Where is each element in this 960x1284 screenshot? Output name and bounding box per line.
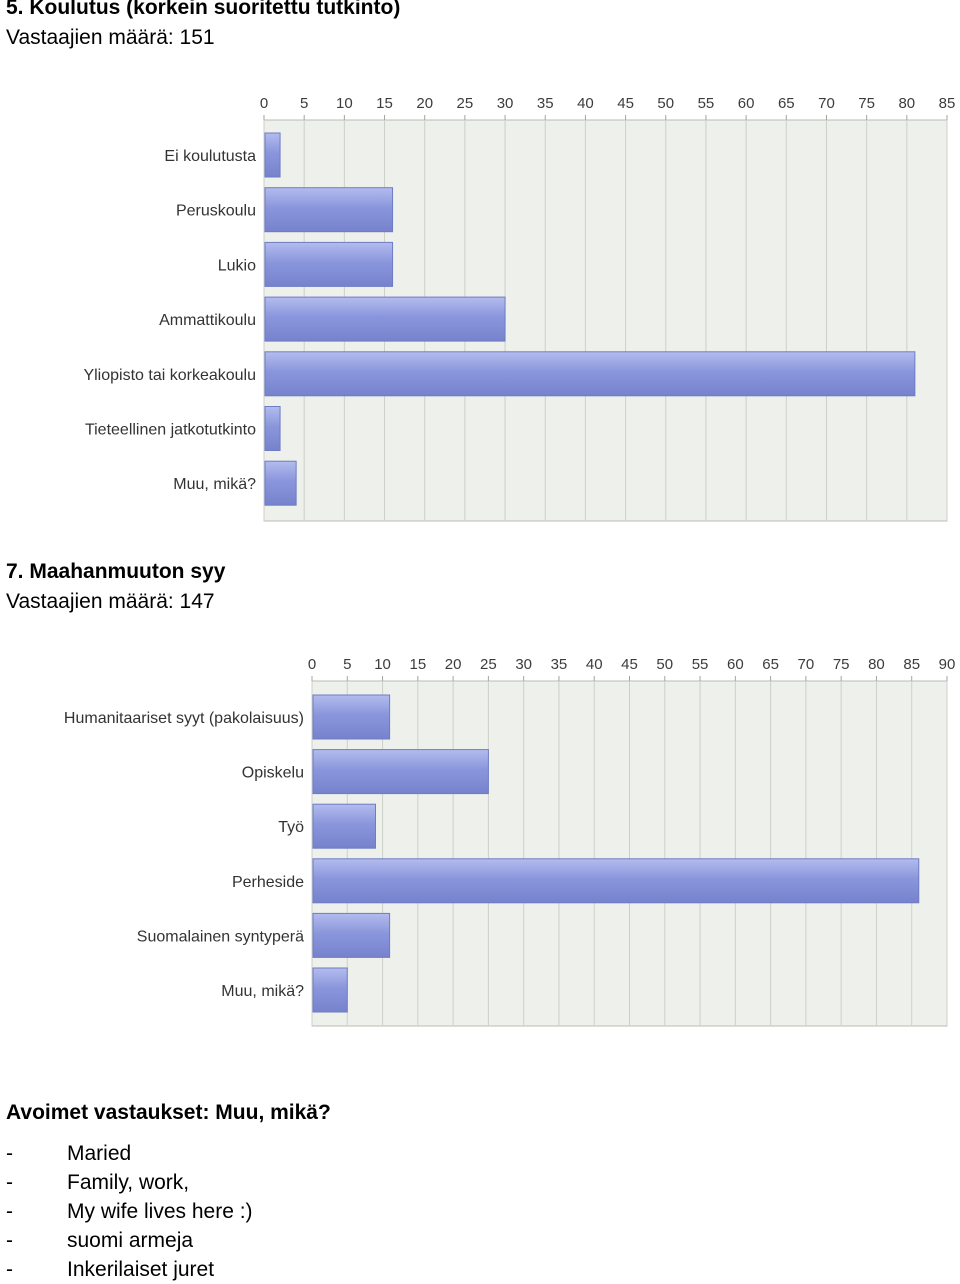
tick-label: 20 — [416, 95, 433, 112]
category-label: Humanitaariset syyt (pakolaisuus) — [64, 710, 304, 727]
tick-label: 65 — [778, 95, 795, 112]
respondent-count: Vastaajien määrä: 147 — [6, 590, 215, 613]
tick-label: 50 — [656, 656, 673, 673]
tick-label: 0 — [260, 95, 268, 112]
tick-label: 40 — [586, 656, 603, 673]
bar — [264, 241, 394, 287]
tick-label: 50 — [657, 95, 674, 112]
tick-label: 65 — [762, 656, 779, 673]
bar — [264, 406, 281, 451]
answer-text: suomi armeja — [67, 1229, 194, 1252]
tick-label: 85 — [939, 95, 956, 112]
bullet-dash: - — [6, 1200, 13, 1223]
tick-label: 90 — [939, 656, 956, 673]
tick-label: 25 — [457, 95, 474, 112]
tick-label: 80 — [868, 656, 885, 673]
respondent-count: Vastaajien määrä: 151 — [6, 26, 215, 49]
bar — [264, 460, 297, 506]
tick-label: 10 — [336, 95, 353, 112]
answer-text: Inkerilaiset juret — [67, 1258, 215, 1281]
bullet-dash: - — [6, 1142, 13, 1165]
bar — [312, 694, 391, 740]
tick-label: 5 — [300, 95, 308, 112]
bar — [312, 967, 348, 1013]
bullet-dash: - — [6, 1171, 13, 1194]
open-answers-title: Avoimet vastaukset: Muu, mikä? — [6, 1101, 331, 1124]
category-label: Tieteellinen jatkotutkinto — [85, 422, 256, 439]
bar — [264, 296, 506, 342]
category-label: Suomalainen syntyperä — [137, 928, 304, 945]
tick-label: 5 — [343, 656, 351, 673]
tick-label: 10 — [374, 656, 391, 673]
category-label: Ammattikoulu — [159, 312, 256, 329]
tick-label: 20 — [445, 656, 462, 673]
tick-label: 80 — [898, 95, 915, 112]
bar — [312, 803, 376, 849]
section-title: 5. Koulutus (korkein suoritettu tutkinto… — [6, 0, 401, 19]
education-bar-chart: 0 5 10 15 20 25 30 35 40 45 50 55 60 65 70 75 80 85 Ei kou… — [83, 95, 956, 522]
tick-label: 35 — [537, 95, 554, 112]
bar — [312, 749, 489, 795]
tick-label: 70 — [798, 656, 815, 673]
answer-text: My wife lives here :) — [67, 1200, 253, 1223]
tick-label: 15 — [376, 95, 393, 112]
tick-label: 85 — [903, 656, 920, 673]
tick-label: 45 — [617, 95, 634, 112]
category-label: Opiskelu — [242, 765, 304, 782]
tick-label: 15 — [409, 656, 426, 673]
category-label: Perheside — [232, 874, 304, 891]
bar — [264, 132, 281, 178]
tick-label: 0 — [308, 656, 316, 673]
bar — [264, 187, 394, 233]
category-label: Muu, mikä? — [221, 983, 304, 1000]
answer-text: Maried — [67, 1142, 132, 1165]
tick-label: 75 — [833, 656, 850, 673]
tick-label: 45 — [621, 656, 638, 673]
bullet-dash: - — [6, 1258, 13, 1281]
tick-label: 30 — [497, 95, 514, 112]
tick-label: 55 — [698, 95, 715, 112]
bar — [312, 858, 920, 904]
section-title: 7. Maahanmuuton syy — [6, 560, 226, 583]
immigration-reason-bar-chart: 0 5 10 15 20 25 30 35 40 45 50 55 60 65 70 75 80 85 90 Huma… — [64, 656, 956, 1027]
category-label: Peruskoulu — [176, 203, 256, 220]
tick-label: 40 — [577, 95, 594, 112]
tick-label: 70 — [818, 95, 835, 112]
category-label: Yliopisto tai korkeakoulu — [83, 367, 256, 384]
bar — [264, 351, 916, 397]
category-label: Työ — [278, 819, 304, 836]
tick-label: 30 — [515, 656, 532, 673]
answer-text: Family, work, — [67, 1171, 190, 1194]
tick-label: 60 — [738, 95, 755, 112]
bar — [312, 912, 391, 958]
tick-label: 35 — [551, 656, 568, 673]
tick-label: 25 — [480, 656, 497, 673]
bullet-dash: - — [6, 1229, 13, 1252]
tick-label: 75 — [858, 95, 875, 112]
category-label: Lukio — [218, 257, 256, 274]
tick-label: 55 — [692, 656, 709, 673]
category-label: Muu, mikä? — [173, 476, 256, 493]
tick-label: 60 — [727, 656, 744, 673]
category-label: Ei koulutusta — [164, 148, 256, 165]
